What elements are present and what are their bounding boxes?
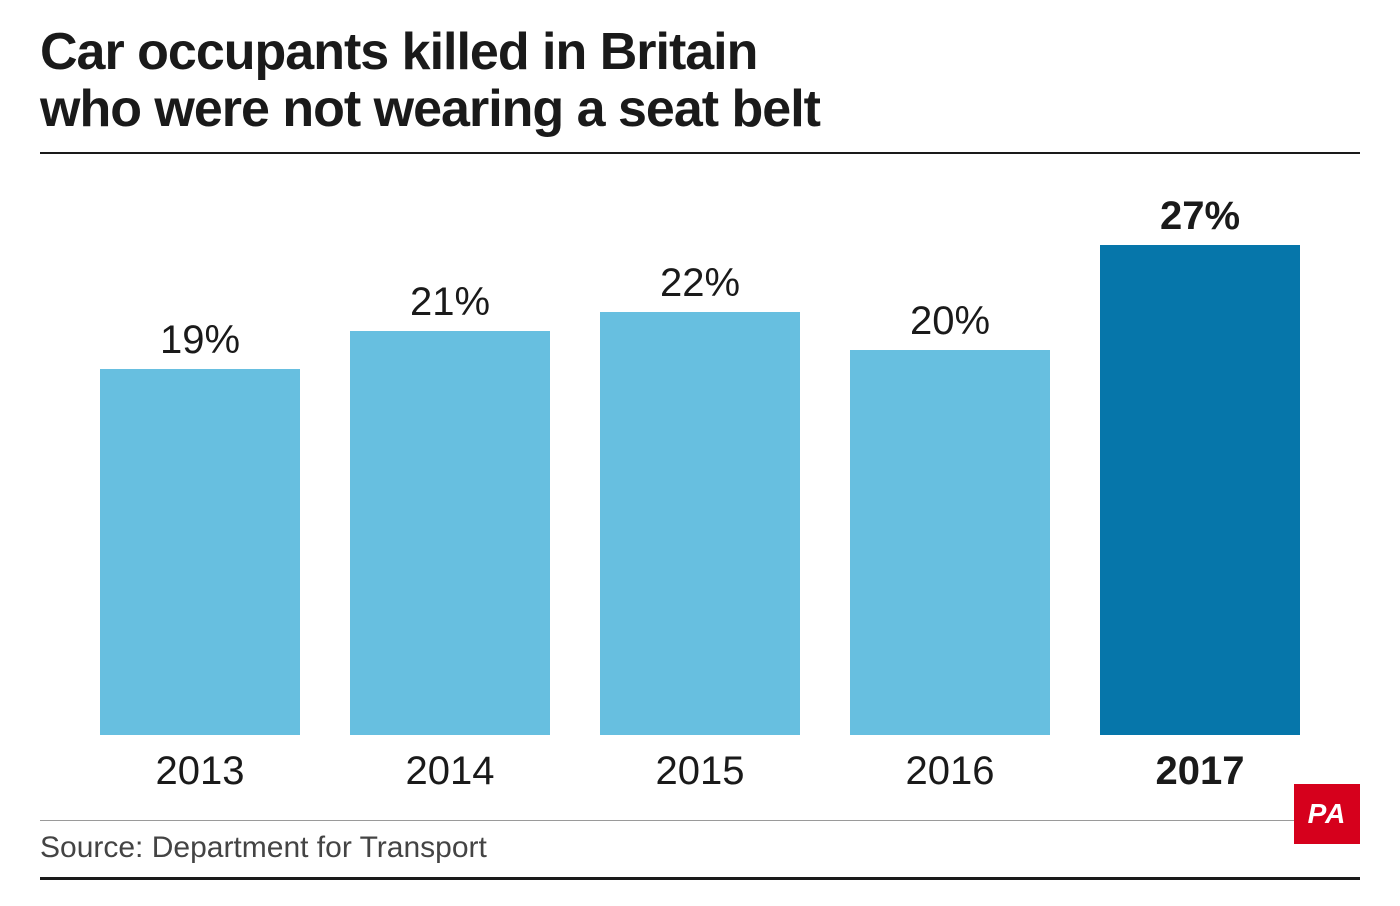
bar-rect (600, 312, 800, 736)
bar-value-label: 27% (1160, 194, 1240, 239)
title-divider (40, 152, 1360, 154)
bar-group-2014: 21% 2014 (350, 194, 550, 794)
chart-container: Car occupants killed in Britain who were… (0, 0, 1400, 906)
bar-value-label: 19% (160, 318, 240, 363)
pa-logo-badge: PA (1294, 784, 1360, 844)
bar-value-label: 21% (410, 280, 490, 325)
title-line-1: Car occupants killed in Britain (40, 23, 757, 81)
source-text: Source: Department for Transport (40, 831, 1360, 871)
bar-x-label: 2013 (156, 749, 245, 794)
bar-group-2015: 22% 2015 (600, 194, 800, 794)
bar-value-label: 20% (910, 299, 990, 344)
bar-x-label: 2016 (906, 749, 995, 794)
bar-rect (850, 350, 1050, 735)
bar-rect (1100, 245, 1300, 735)
bar-x-label: 2017 (1156, 749, 1245, 794)
footer-divider-top (40, 820, 1360, 821)
bar-group-2013: 19% 2013 (100, 194, 300, 794)
bar-rect (100, 369, 300, 735)
bar-x-label: 2015 (656, 749, 745, 794)
footer: Source: Department for Transport (40, 820, 1360, 880)
bar-x-label: 2014 (406, 749, 495, 794)
bar-chart: 19% 2013 21% 2014 22% 2015 20% 2016 27% 2017 (100, 194, 1300, 794)
bar-rect (350, 331, 550, 735)
title-line-2: who were not wearing a seat belt (40, 80, 820, 138)
bar-value-label: 22% (660, 261, 740, 306)
footer-divider-bottom (40, 877, 1360, 880)
bar-group-2016: 20% 2016 (850, 194, 1050, 794)
chart-title: Car occupants killed in Britain who were… (40, 24, 1360, 138)
bar-group-2017: 27% 2017 (1100, 194, 1300, 794)
